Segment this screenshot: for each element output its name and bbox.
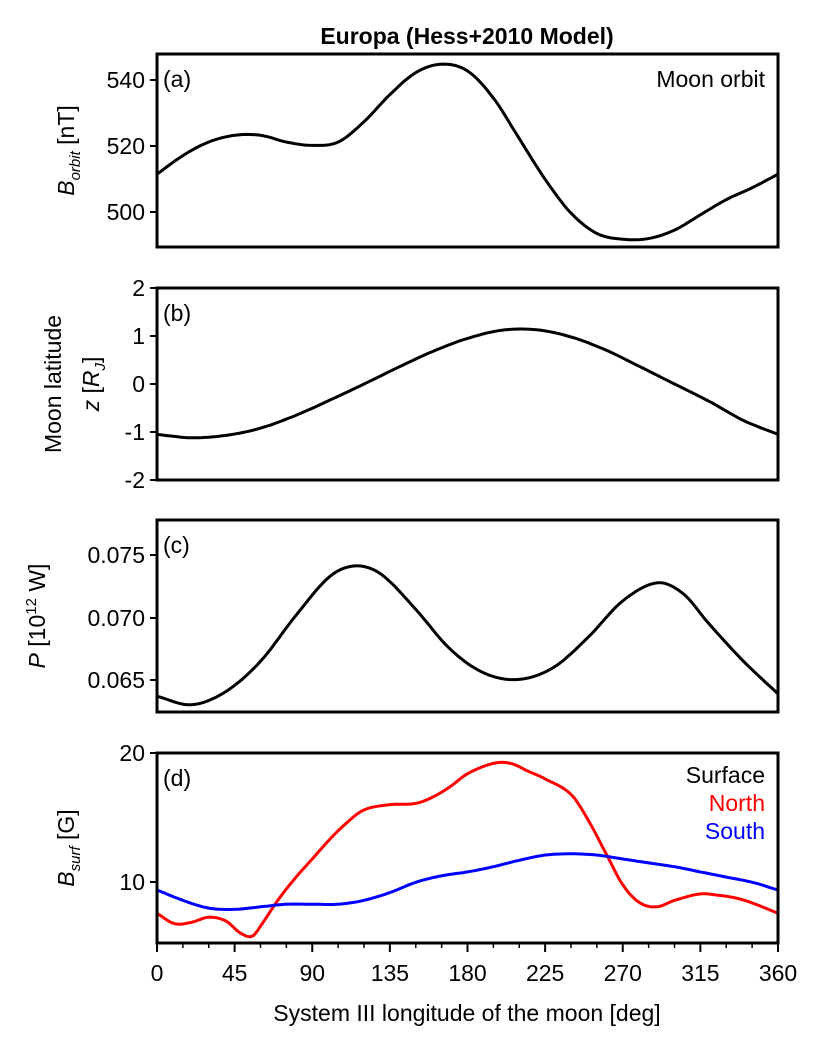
y-tick-label: 0.070 — [87, 605, 145, 631]
y-label-symbol: z — [78, 399, 104, 412]
x-tick-label: 315 — [681, 960, 719, 986]
x-tick-label: 225 — [526, 960, 564, 986]
panel-a: 500 520 540 (a) Borbit [nT] Moon orbit — [53, 52, 780, 249]
y-label-symbol: B — [53, 180, 79, 195]
y-tick-label: -1 — [125, 419, 145, 445]
panel-label: (c) — [163, 532, 190, 558]
panel-b: -2 -1 0 1 2 (b) Moon latitude z [RJ] — [40, 275, 780, 493]
x-tick-label: 45 — [222, 960, 248, 986]
series-line-a-0 — [157, 62, 778, 242]
series-line-south — [157, 852, 778, 911]
y-label-unit: R — [78, 370, 104, 387]
y-axis-label: Borbit [nT] — [53, 105, 84, 196]
x-tick-label: 90 — [299, 960, 325, 986]
y-axis-label: Bsurf [G] — [53, 809, 84, 886]
x-tick-label: 270 — [604, 960, 642, 986]
y-label-units: [10 — [24, 615, 50, 653]
y-label-units: [nT] — [53, 105, 79, 151]
y-tick-label: 520 — [107, 133, 145, 159]
y-label-bracket: [ — [78, 387, 104, 400]
panel-c: 0.065 0.070 0.075 (c) P [1012 W] — [23, 518, 780, 714]
x-tick-label: 360 — [759, 960, 797, 986]
y-axis-label-line2: z [RJ] — [78, 357, 109, 413]
y-tick-label: 20 — [119, 740, 145, 766]
legend-entry-north: North — [709, 790, 765, 816]
y-tick-label: -2 — [125, 467, 145, 493]
panel-label: (d) — [163, 765, 191, 791]
series-line-north — [157, 760, 778, 939]
y-tick-label: 0.065 — [87, 667, 145, 693]
y-label-units: W] — [24, 564, 50, 599]
y-tick-label: 500 — [107, 199, 145, 225]
y-label-symbol: P — [24, 652, 50, 668]
y-tick-label: 1 — [132, 323, 145, 349]
y-label-symbol: B — [53, 871, 79, 886]
y-label-units: [G] — [53, 809, 79, 846]
plot-frame — [155, 52, 780, 249]
panel-annotation: Moon orbit — [656, 66, 765, 92]
y-label-subscript: J — [92, 362, 109, 371]
legend-entry-south: South — [705, 818, 765, 844]
y-tick-label: 10 — [119, 869, 145, 895]
y-axis-label: P [1012 W] — [23, 564, 50, 669]
y-tick-label: 0.075 — [87, 542, 145, 568]
y-label-superscript: 12 — [23, 598, 40, 615]
x-tick-label: 0 — [151, 960, 164, 986]
series-line-c-0 — [157, 564, 778, 707]
chart-title: Europa (Hess+2010 Model) — [320, 23, 613, 49]
panel-label: (b) — [163, 300, 191, 326]
x-axis-label: System III longitude of the moon [deg] — [273, 1000, 660, 1026]
y-tick-label: 0 — [132, 371, 145, 397]
x-tick-label: 180 — [448, 960, 486, 986]
y-label-subscript: orbit — [67, 150, 84, 180]
y-tick-label: 540 — [107, 67, 145, 93]
panel-label: (a) — [163, 66, 191, 92]
y-axis-label-line1: Moon latitude — [40, 315, 66, 453]
legend-title: Surface — [686, 762, 765, 788]
plot-frame — [155, 286, 780, 482]
y-label-subscript: surf — [67, 845, 84, 872]
x-tick-label: 135 — [371, 960, 409, 986]
y-label-bracket: ] — [78, 357, 104, 363]
series-line-b-0 — [157, 327, 778, 440]
y-tick-label: 2 — [132, 275, 145, 301]
plot-frame — [155, 518, 780, 714]
